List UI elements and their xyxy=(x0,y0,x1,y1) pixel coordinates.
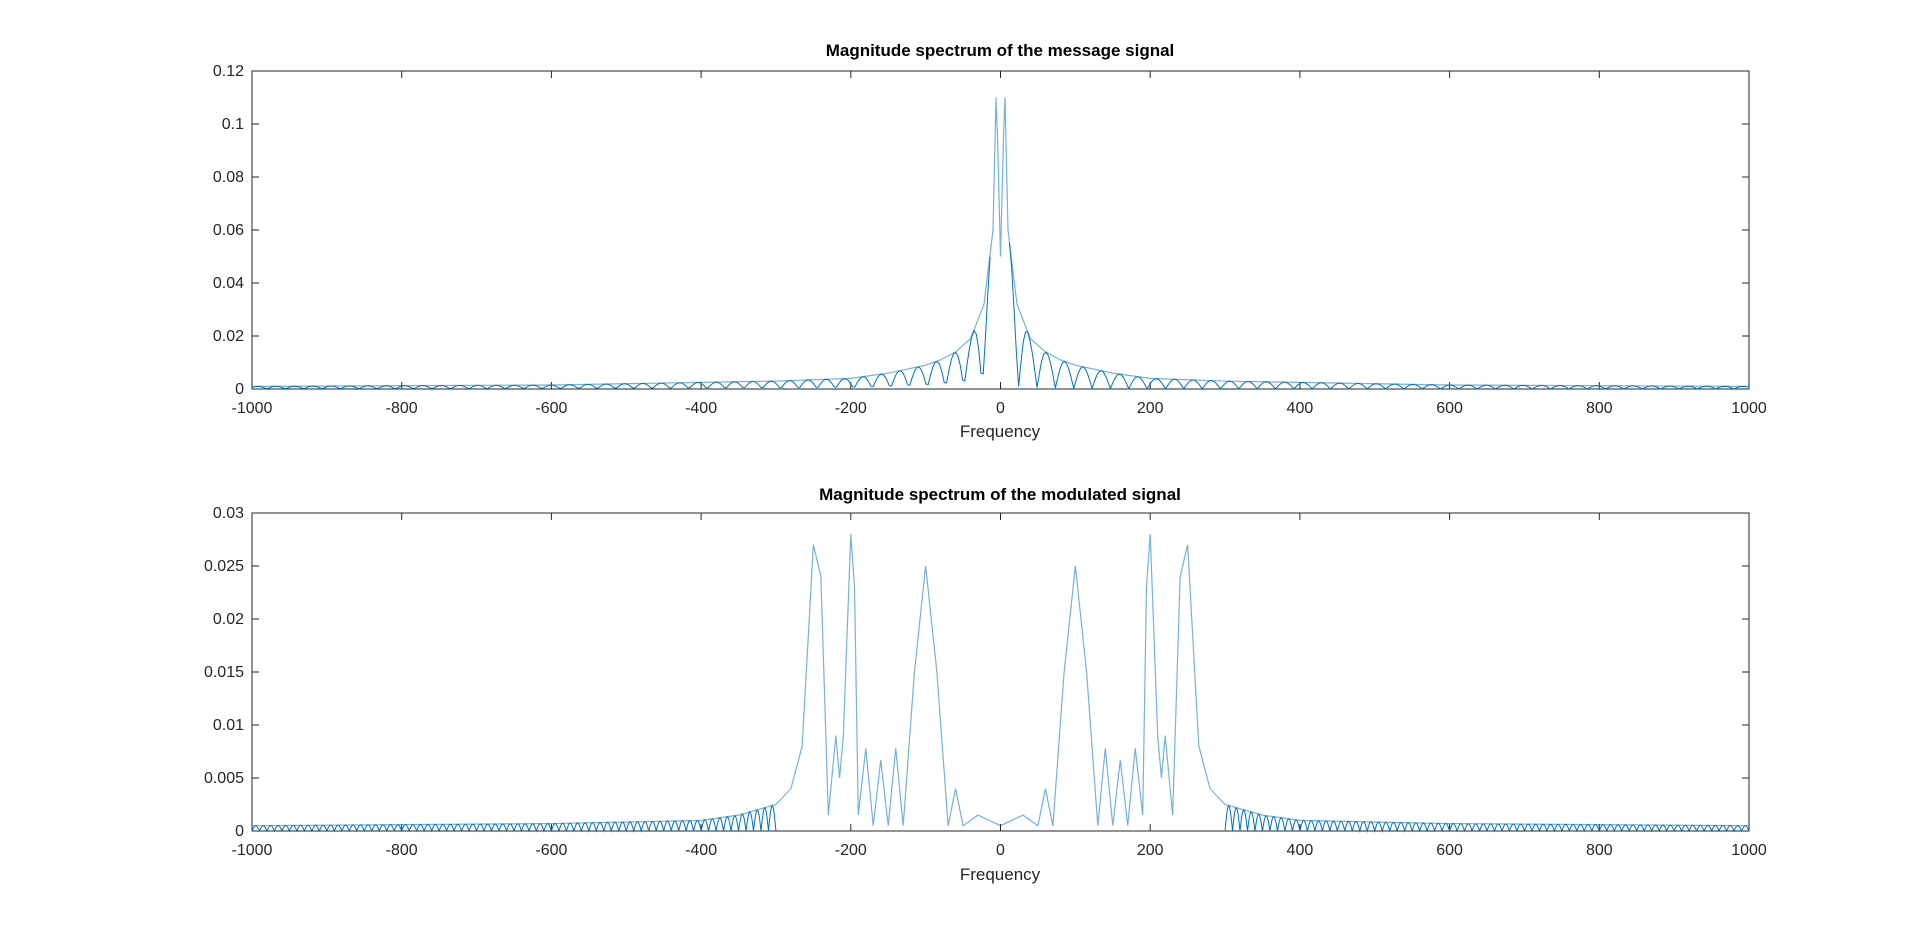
message-spectrum-xlabel: Frequency xyxy=(960,422,1041,441)
modulated-spectrum-y-ticks: 0 0.005 0.01 0.015 0.02 0.025 0.03 xyxy=(204,505,1749,840)
modulated-spectrum-x-tick-label: 800 xyxy=(1586,842,1613,859)
message-spectrum-y-tick-label: 0.12 xyxy=(213,63,244,80)
modulated-spectrum-x-tick-label: -400 xyxy=(685,842,717,859)
message-spectrum-x-tick-label: 800 xyxy=(1586,400,1613,417)
modulated-spectrum-y-tick-label: 0.02 xyxy=(213,611,244,628)
modulated-spectrum-xlabel: Frequency xyxy=(960,865,1041,884)
modulated-spectrum-x-tick-label: -600 xyxy=(535,842,567,859)
modulated-spectrum-x-tick-label: -200 xyxy=(835,842,867,859)
modulated-spectrum-plot-area xyxy=(251,512,1750,832)
message-spectrum-x-tick-label: -400 xyxy=(685,400,717,417)
message-spectrum-x-tick-label: -800 xyxy=(386,400,418,417)
message-spectrum-title: Magnitude spectrum of the message signal xyxy=(826,41,1175,60)
message-spectrum-y-tick-label: 0.1 xyxy=(222,116,244,133)
message-spectrum-y-tick-label: 0.06 xyxy=(213,222,244,239)
modulated-spectrum-axes: Magnitude spectrum of the modulated sign… xyxy=(204,485,1767,884)
message-spectrum-x-tick-label: 400 xyxy=(1287,400,1314,417)
modulated-spectrum-ripple xyxy=(251,804,1750,833)
modulated-spectrum-y-tick-label: 0.03 xyxy=(213,505,244,522)
message-spectrum-plot-area xyxy=(251,70,1750,390)
modulated-spectrum-line xyxy=(251,534,1750,827)
message-spectrum-x-tick-label: 0 xyxy=(996,400,1005,417)
modulated-spectrum-y-tick-label: 0.005 xyxy=(204,770,244,787)
modulated-spectrum-y-tick-label: 0 xyxy=(235,823,244,840)
modulated-spectrum-x-tick-label: 1000 xyxy=(1731,842,1767,859)
message-spectrum-axes: Magnitude spectrum of the message signal… xyxy=(213,41,1767,441)
modulated-spectrum-x-tick-label: 600 xyxy=(1436,842,1463,859)
modulated-spectrum-title: Magnitude spectrum of the modulated sign… xyxy=(819,485,1181,504)
message-spectrum-x-tick-label: -1000 xyxy=(232,400,273,417)
modulated-spectrum-x-tick-label: -1000 xyxy=(232,842,273,859)
message-spectrum-x-tick-label: 200 xyxy=(1137,400,1164,417)
modulated-spectrum-x-tick-label: 200 xyxy=(1137,842,1164,859)
message-spectrum-x-tick-label: -600 xyxy=(535,400,567,417)
message-spectrum-y-tick-label: 0.02 xyxy=(213,328,244,345)
message-spectrum-ripple xyxy=(251,242,1748,391)
modulated-spectrum-x-ticks: -1000 -800 -600 -400 -200 0 200 400 600 800 1000 xyxy=(232,513,1767,859)
modulated-spectrum-y-tick-label: 0.025 xyxy=(204,558,244,575)
message-spectrum-y-tick-label: 0.08 xyxy=(213,169,244,186)
modulated-spectrum-x-tick-label: 400 xyxy=(1287,842,1314,859)
message-spectrum-y-ticks: 0 0.02 0.04 0.06 0.08 0.1 0.12 xyxy=(213,63,1749,398)
message-spectrum-x-ticks: -1000 -800 -600 -400 -200 0 200 400 600 800 1000 xyxy=(232,71,1767,417)
message-spectrum-line xyxy=(251,97,1750,387)
modulated-spectrum-y-tick-label: 0.015 xyxy=(204,664,244,681)
message-spectrum-y-tick-label: 0 xyxy=(235,381,244,398)
message-spectrum-y-tick-label: 0.04 xyxy=(213,275,244,292)
modulated-spectrum-x-tick-label: 0 xyxy=(996,842,1005,859)
modulated-spectrum-y-tick-label: 0.01 xyxy=(213,717,244,734)
message-spectrum-x-tick-label: -200 xyxy=(835,400,867,417)
message-spectrum-x-tick-label: 1000 xyxy=(1731,400,1767,417)
modulated-spectrum-x-tick-label: -800 xyxy=(386,842,418,859)
message-spectrum-x-tick-label: 600 xyxy=(1436,400,1463,417)
